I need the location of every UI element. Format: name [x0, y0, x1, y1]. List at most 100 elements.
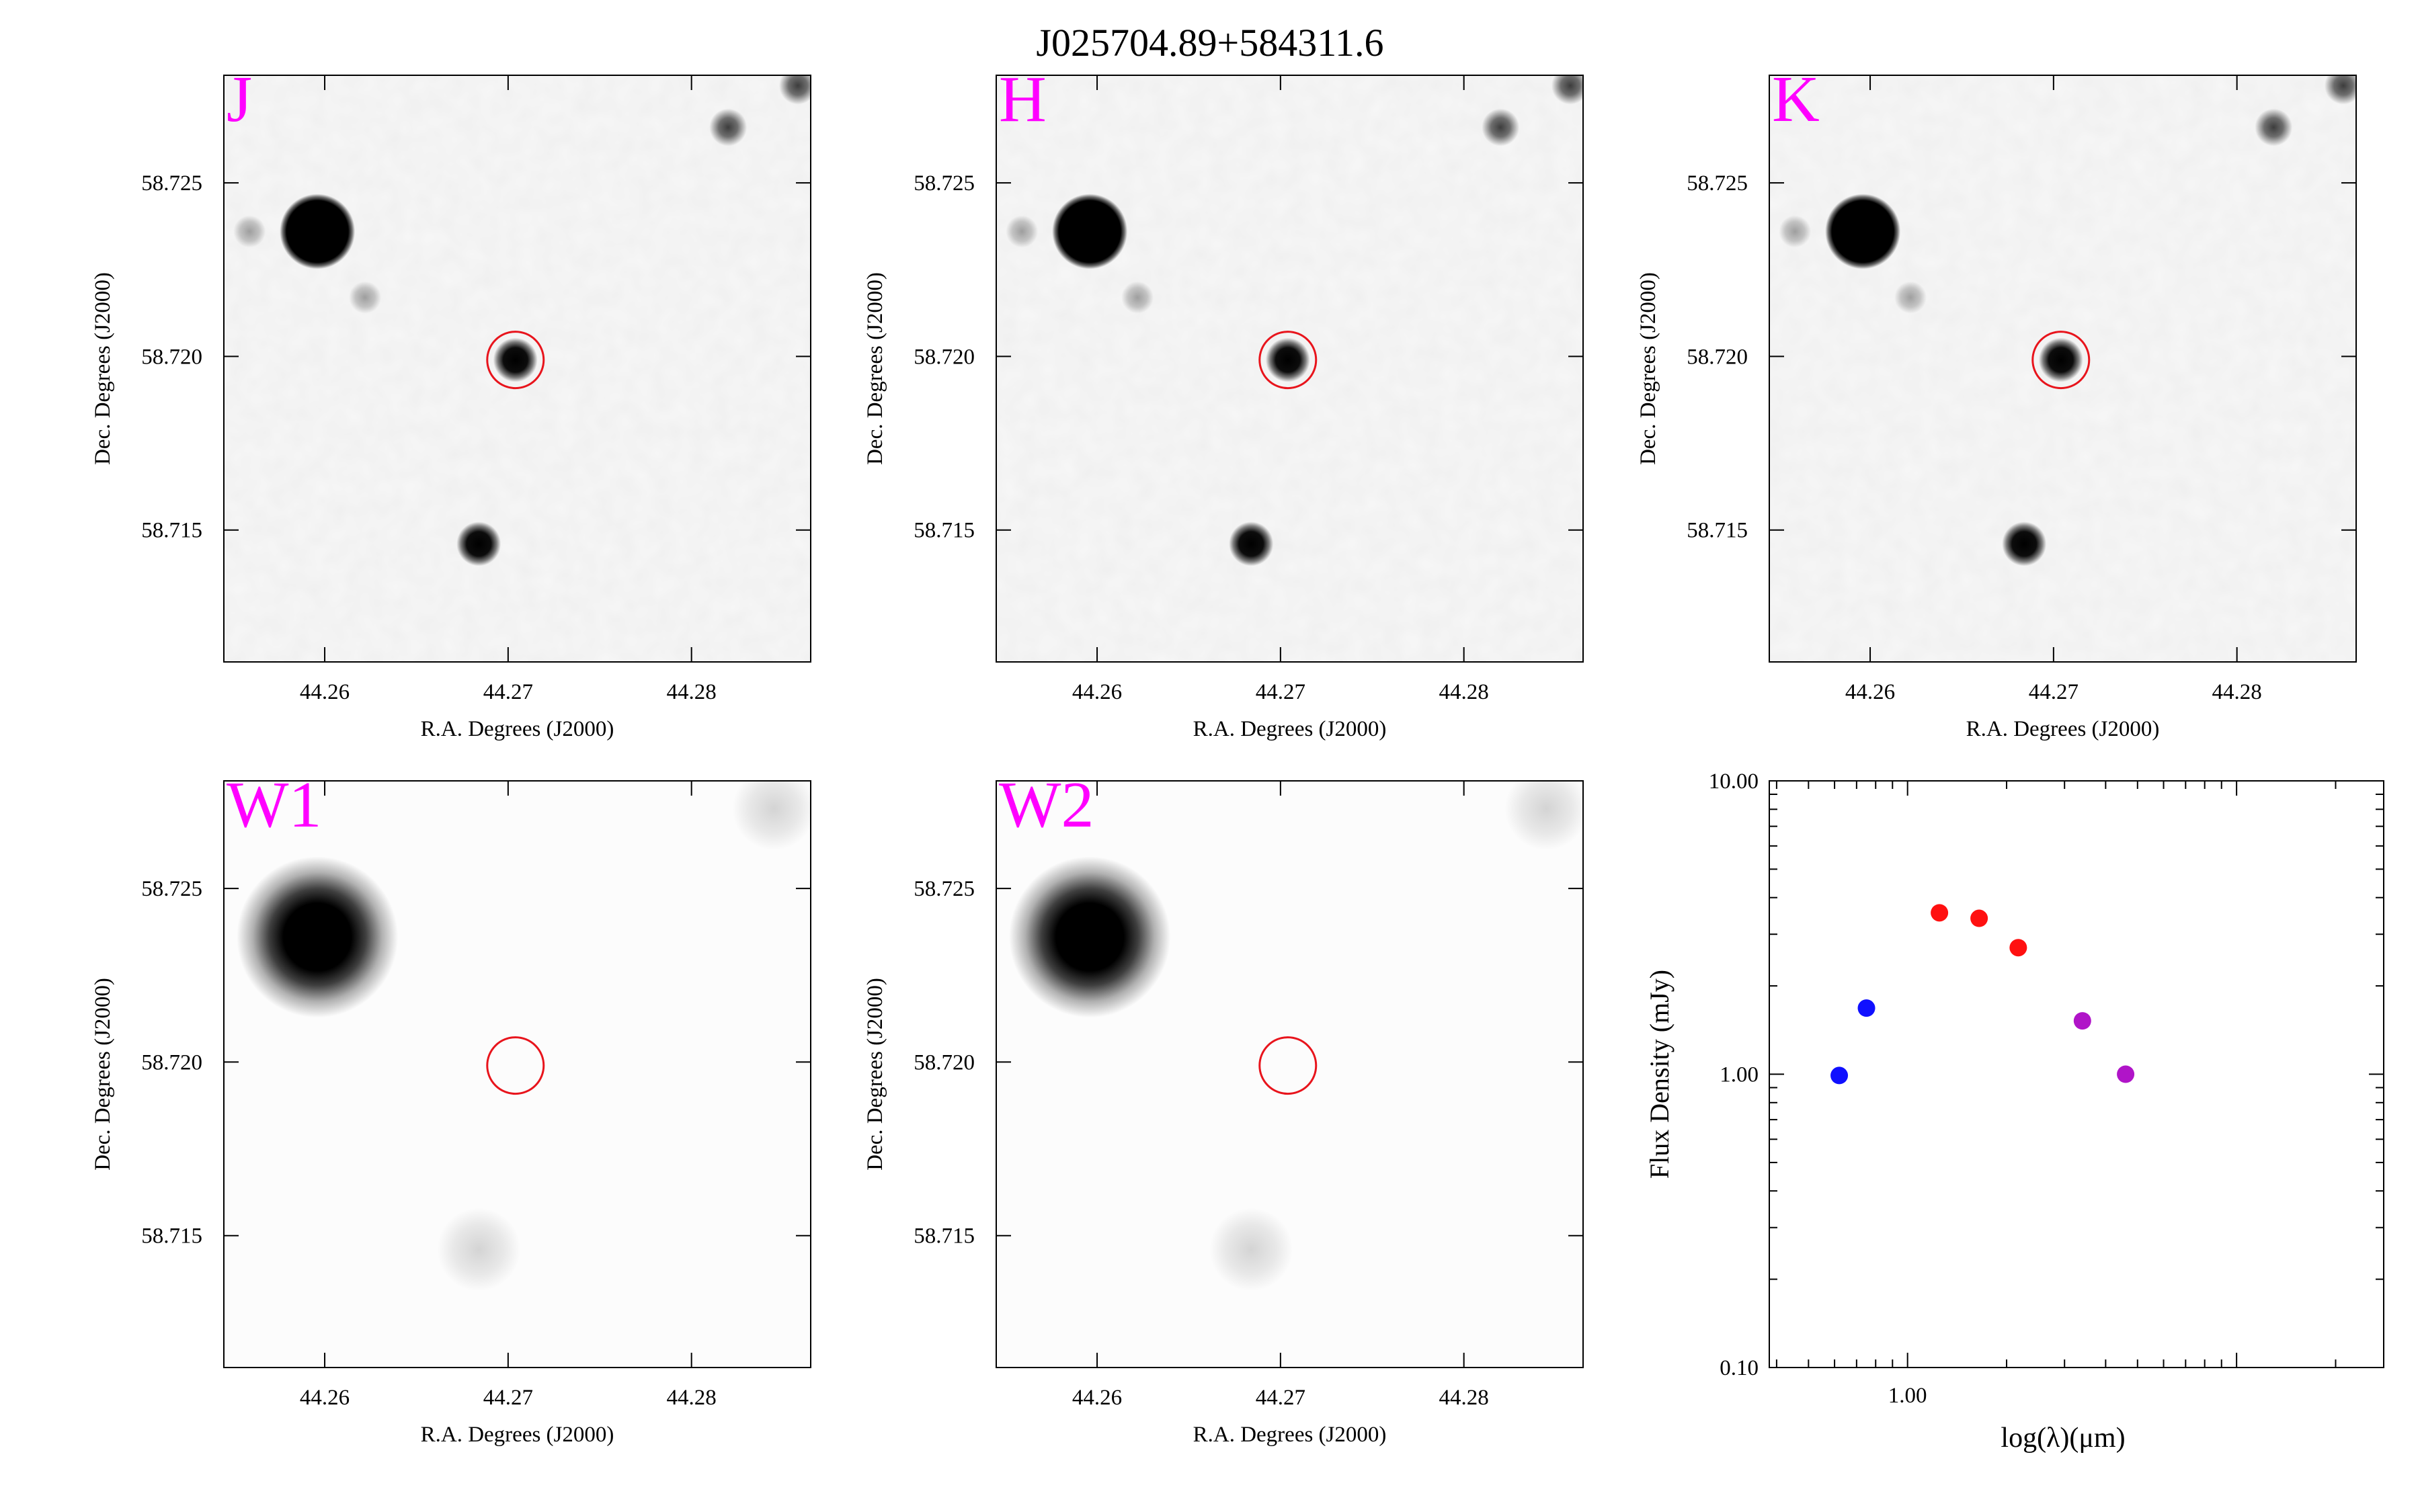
source — [1779, 215, 1812, 248]
target-circle — [1258, 1036, 1318, 1095]
y-tick-label: 1.00 — [1720, 1063, 1759, 1087]
source — [349, 281, 382, 314]
image-panels: 58.725 58.720 58.715 44.26 44.27 44.28 R.A. De… — [91, 63, 2357, 1447]
y-tick-label: 58.725 — [914, 171, 975, 196]
y-tick-label: 58.720 — [141, 345, 202, 369]
band-label: J — [227, 63, 252, 136]
source — [237, 856, 399, 1018]
x-axis-label: R.A. Degrees (J2000) — [1966, 717, 2160, 741]
image-area — [224, 781, 811, 1368]
source — [1265, 337, 1310, 382]
x-tick-label: 44.27 — [2029, 680, 2079, 704]
sed-frame — [1769, 780, 2384, 1368]
data-point — [2073, 1012, 2091, 1030]
y-tick-label: 58.720 — [914, 345, 975, 369]
source — [1121, 281, 1154, 314]
source — [1551, 75, 1583, 105]
x-tick-label: 44.26 — [300, 680, 350, 704]
y-tick-label: 58.725 — [141, 171, 202, 196]
target-circle — [486, 331, 545, 390]
x-axis-label: R.A. Degrees (J2000) — [1193, 717, 1387, 741]
y-tick-label: 58.720 — [1687, 345, 1748, 369]
y-tick-label: 58.720 — [914, 1050, 975, 1075]
x-tick-label: 44.26 — [1072, 680, 1122, 704]
image-area — [996, 781, 1583, 1368]
data-point — [1970, 909, 1988, 927]
y-tick-label: 58.715 — [914, 519, 975, 543]
source — [2038, 337, 2083, 382]
source — [778, 75, 811, 105]
x-tick-label: 44.28 — [1439, 680, 1489, 704]
y-tick-label: 58.715 — [141, 1224, 202, 1249]
x-tick-label: 44.27 — [483, 1386, 533, 1410]
y-axis-label: Flux Density (mJy) — [1644, 970, 1675, 1179]
x-axis-label: log(λ)(μm) — [2001, 1423, 2125, 1454]
source — [233, 215, 266, 248]
x-axis-label: R.A. Degrees (J2000) — [1193, 1423, 1387, 1447]
data-point — [1857, 999, 1876, 1017]
source — [1052, 194, 1128, 269]
image-area — [1769, 75, 2356, 662]
y-axis-label: Dec. Degrees (J2000) — [91, 978, 115, 1171]
x-tick-label: 44.26 — [1845, 680, 1895, 704]
source — [456, 521, 501, 566]
image-panel-w2: 58.725 58.720 58.715 44.26 44.27 44.28 R.A. De… — [863, 769, 1584, 1447]
x-tick-label: 44.26 — [300, 1386, 350, 1410]
x-axis-label: R.A. Degrees (J2000) — [421, 1423, 614, 1447]
image-panel-w1: 58.725 58.720 58.715 44.26 44.27 44.28 R.A. De… — [91, 769, 811, 1447]
x-tick-label: 44.28 — [1439, 1386, 1489, 1410]
y-axis-label: Dec. Degrees (J2000) — [863, 272, 887, 465]
source — [1009, 856, 1171, 1018]
figure-title: J025704.89+584311.6 — [1036, 21, 1384, 65]
y-axis-label: Dec. Degrees (J2000) — [1636, 272, 1660, 465]
source — [1209, 1208, 1293, 1292]
data-point — [2009, 939, 2027, 957]
y-tick-label: 58.715 — [914, 1224, 975, 1249]
panel-frame — [223, 780, 811, 1368]
y-tick-label: 58.715 — [1687, 519, 1748, 543]
target-circle — [2031, 331, 2091, 390]
x-axis-label: R.A. Degrees (J2000) — [421, 717, 614, 741]
source — [1894, 281, 1927, 314]
y-tick-label: 10.00 — [1709, 769, 1759, 794]
source — [1504, 781, 1583, 851]
data-point — [2117, 1065, 2135, 1083]
band-label: W1 — [227, 769, 322, 841]
image-area — [224, 75, 811, 662]
source — [1825, 194, 1901, 269]
x-tick-label: 44.27 — [1256, 680, 1305, 704]
image-panel-j: 58.725 58.720 58.715 44.26 44.27 44.28 R.A. De… — [91, 63, 811, 741]
source — [709, 108, 748, 146]
panel-frame — [223, 75, 811, 663]
source — [2324, 75, 2356, 105]
y-tick-label: 58.725 — [141, 877, 202, 901]
y-tick-label: 58.725 — [1687, 171, 1748, 196]
sed-plot: 0.10 1.00 10.00 1.00 log(λ)(μm) Flux Density … — [1644, 769, 2384, 1454]
y-tick-label: 58.720 — [141, 1050, 202, 1075]
y-axis-label: Dec. Degrees (J2000) — [863, 978, 887, 1171]
y-tick-label: 58.725 — [914, 877, 975, 901]
data-point — [1830, 1066, 1849, 1085]
image-panel-k: 58.725 58.720 58.715 44.26 44.27 44.28 R.A. De… — [1636, 63, 2357, 741]
image-area — [996, 75, 1583, 662]
x-tick-label: 44.28 — [2212, 680, 2262, 704]
panel-frame — [996, 780, 1584, 1368]
band-label: W2 — [999, 769, 1094, 841]
y-axis-label: Dec. Degrees (J2000) — [91, 272, 115, 465]
band-label: H — [999, 63, 1047, 136]
band-label: K — [1772, 63, 1820, 136]
x-tick-label: 44.27 — [1256, 1386, 1305, 1410]
source — [280, 194, 356, 269]
x-tick-label: 44.27 — [483, 680, 533, 704]
image-panel-h: 58.725 58.720 58.715 44.26 44.27 44.28 R.A. De… — [863, 63, 1584, 741]
source — [732, 781, 811, 851]
panel-frame — [996, 75, 1584, 663]
source — [1006, 215, 1039, 248]
y-tick-label: 58.715 — [141, 519, 202, 543]
source — [493, 337, 538, 382]
target-circle — [486, 1036, 545, 1095]
source — [1482, 108, 1520, 146]
source — [2002, 521, 2047, 566]
y-tick-label: 0.10 — [1720, 1356, 1759, 1380]
